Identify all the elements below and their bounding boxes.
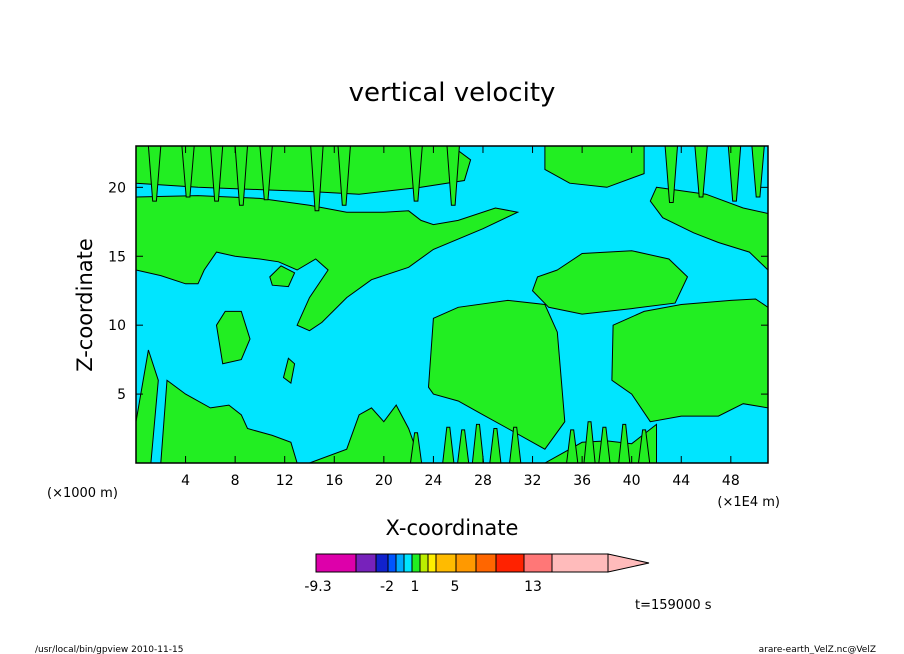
colorbar-swatch [395, 553, 405, 573]
contour-region [427, 299, 566, 450]
colorbar-swatch [355, 553, 377, 573]
contour-finger [664, 146, 679, 203]
contour-finger [471, 423, 485, 463]
contour-region [136, 349, 159, 463]
chart-title: vertical velocity [349, 78, 556, 108]
contour-finger [147, 146, 162, 202]
y-axis-ticks: 5 10 15 20 [108, 180, 768, 403]
colorbar-label: 5 [451, 579, 460, 595]
contour-finger [446, 146, 460, 206]
y-axis-label: Z-coordinate [73, 238, 97, 372]
x-axis-ticks: 4 8 12 16 20 24 28 32 36 40 44 48 [181, 146, 740, 489]
plot-frame [135, 145, 769, 464]
x-tick-label: 4 [181, 473, 190, 489]
contour-region [160, 379, 298, 463]
x-tick-label: 28 [474, 473, 492, 489]
contour-finger [181, 146, 195, 198]
contour-fill [136, 146, 768, 463]
colorbar-label: -9.3 [304, 579, 331, 595]
contour-region [611, 298, 768, 423]
x-tick-label: 12 [276, 473, 294, 489]
y-tick-label: 10 [108, 318, 126, 334]
x-unit-left: (×1000 m) [47, 486, 118, 501]
contour-finger [598, 426, 611, 463]
footer-left: /usr/local/bin/gpview 2010-11-15 [35, 645, 183, 654]
contour-finger [234, 146, 249, 206]
contour-finger [310, 146, 324, 212]
x-tick-label: 48 [722, 473, 740, 489]
contour-finger [583, 421, 596, 463]
contour-finger [409, 432, 423, 463]
x-tick-label: 32 [524, 473, 542, 489]
contour-finger [409, 146, 423, 202]
colorbar-swatch [455, 553, 477, 573]
contour-region [269, 265, 296, 288]
x-tick-label: 16 [325, 473, 343, 489]
contour-finger [637, 429, 651, 463]
colorbar [315, 553, 650, 573]
y-tick-label: 20 [108, 180, 126, 196]
colorbar-swatch [495, 553, 525, 573]
contour-finger [751, 146, 765, 198]
contour-region [649, 186, 768, 271]
contour-finger [442, 426, 455, 463]
colorbar-swatch [435, 553, 457, 573]
x-tick-label: 24 [424, 473, 442, 489]
contour-finger [694, 146, 708, 198]
contour-finger [618, 423, 631, 463]
x-tick-label: 44 [672, 473, 690, 489]
contour-finger [566, 429, 579, 463]
x-tick-label: 36 [573, 473, 591, 489]
colorbar-swatch [475, 553, 497, 573]
x-tick-label: 20 [375, 473, 393, 489]
x-axis-label: X-coordinate [386, 516, 519, 540]
colorbar-labels: -9.3 -2 1 5 13 [304, 579, 542, 595]
contour-finger [509, 426, 522, 463]
colorbar-swatch [427, 553, 437, 573]
colorbar-swatch [551, 553, 609, 573]
contour-region [215, 310, 251, 365]
contour-finger [489, 428, 502, 463]
contour-finger [209, 146, 224, 202]
colorbar-label: 1 [411, 579, 420, 595]
y-tick-label: 5 [117, 387, 126, 403]
time-label: t=159000 s [635, 598, 712, 613]
contour-region [282, 357, 296, 384]
contour-region [531, 250, 689, 315]
colorbar-label: -2 [380, 579, 394, 595]
x-unit-right: (×1E4 m) [717, 495, 780, 510]
contour-finger [457, 429, 470, 463]
contour-finger [259, 146, 273, 201]
x-tick-label: 8 [231, 473, 240, 489]
colorbar-swatch [419, 553, 429, 573]
colorbar-swatch [403, 553, 413, 573]
colorbar-extend-arrow [607, 553, 650, 573]
contour-finger [727, 146, 742, 202]
contour-finger [337, 146, 351, 206]
colorbar-label: 13 [524, 579, 542, 595]
contour-region [544, 146, 645, 188]
colorbar-swatch [315, 553, 357, 573]
colorbar-swatch [375, 553, 389, 573]
colorbar-swatch [523, 553, 553, 573]
colorbar-swatch [411, 553, 421, 573]
contour-region [136, 195, 520, 332]
x-tick-label: 40 [623, 473, 641, 489]
footer-right: arare-earth_VelZ.nc@VelZ [759, 645, 876, 654]
colorbar-swatch [387, 553, 397, 573]
y-tick-label: 15 [108, 249, 126, 265]
